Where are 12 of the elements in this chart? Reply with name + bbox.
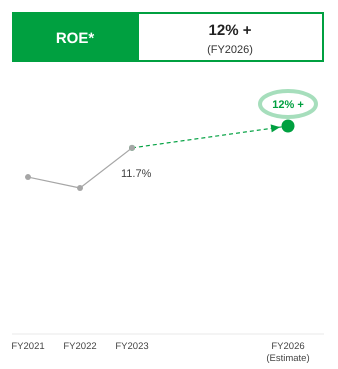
chart-subtitle: 12% + [208,22,252,39]
x-tick-label: FY2021 [11,341,45,352]
x-tick-label: FY2026 (Estimate) [266,341,310,364]
point [282,120,294,132]
point [25,174,31,180]
x-tick-label: FY2023 [115,341,149,352]
x-tick-label: FY2022 [63,341,97,352]
chart-title: ROE* [56,30,94,47]
data-label: 12% + [272,99,304,111]
text: (FY2026) [207,44,253,56]
data-label: 11.7% [121,168,152,180]
point [77,185,83,191]
